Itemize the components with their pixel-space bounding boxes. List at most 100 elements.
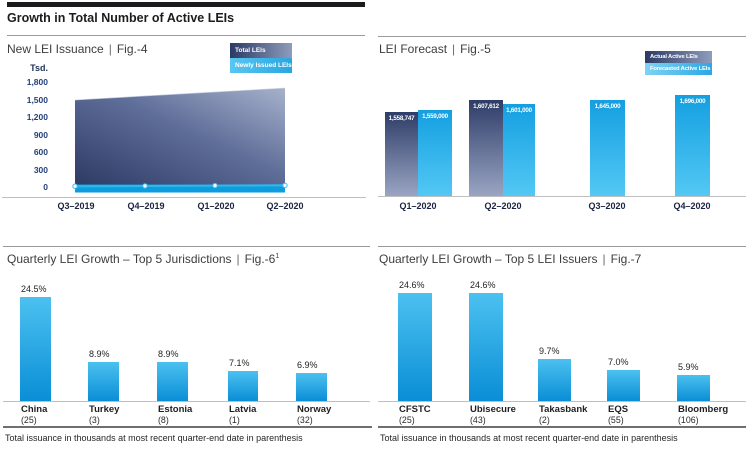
fig6-title-text: Quarterly LEI Growth – Top 5 Jurisdictio… [7,252,232,266]
fig5-bar-forecast-q1: 1,559,000 [418,110,452,196]
fig7-pct-label: 24.6% [399,280,425,290]
fig5-x-label: Q4–2020 [673,201,711,211]
fig6-category-label: Estonia [158,404,193,415]
bar-value-label: 1,558,747 [388,115,415,122]
fig7-x-axis-line [378,401,746,402]
fig7-category-label: EQS [608,404,629,415]
fig7-footnote: Total issuance in thousands at most rece… [380,433,678,443]
title-separator: | [452,42,456,56]
fig6-issuance-count: (32) [297,415,313,425]
fig5-x-axis-line [378,196,746,197]
fig4-title: New LEI Issuance | Fig.-4 [7,42,148,56]
fig4-area-chart [72,87,288,193]
fig4-legend-item-newly-issued: Newly Issued LEIs [230,58,292,73]
fig7-issuance-count: (106) [678,415,699,425]
fig7-fig-label: Fig.-7 [610,252,642,266]
fig7-category-label: Takasbank [539,404,588,415]
fig6-issuance-count: (1) [229,415,240,425]
fig7-title: Quarterly LEI Growth – Top 5 LEI Issuers… [379,252,641,266]
fig6-category-label: China [21,404,48,415]
title-separator: | [236,252,240,266]
fig6-issuance-count: (3) [89,415,100,425]
fig5-legend-item-forecast: Forecasted Active LEIs [645,63,712,75]
fig4-x-label: Q1–2020 [197,201,235,211]
fig4-ytick: 1,200 [26,112,48,122]
fig7-bar-eqs [607,370,640,401]
fig7-issuance-count: (55) [608,415,624,425]
fig6-x-axis-line [3,401,370,402]
fig6-bar-latvia [228,371,258,401]
section-divider [7,35,365,36]
fig5-title-text: LEI Forecast [379,42,448,56]
fig4-legend: Total LEIs Newly Issued LEIs [230,43,292,73]
data-point-marker [72,183,78,189]
fig5-legend-label-actual: Actual Active LEIs [650,54,698,60]
fig5-bar-forecast-q4: 1,696,000 [675,95,710,196]
section-divider [378,246,746,247]
data-point-marker [142,183,148,189]
fig7-bar-cfstc [398,293,432,401]
fig6-category-label: Norway [297,404,332,415]
fig4-title-text: New LEI Issuance [7,42,104,56]
data-point-marker [282,182,288,189]
fig4-ytick: 300 [33,164,48,175]
fig5-title: LEI Forecast | Fig.-5 [379,42,491,56]
fig6-pct-label: 6.9% [297,360,318,370]
fig6-pct-label: 7.1% [229,358,250,368]
fig4-ytick: 1,800 [26,77,48,87]
fig7-footnote-rule [378,426,746,428]
header-accent-bar [7,2,365,7]
fig5-legend-item-actual: Actual Active LEIs [645,51,712,63]
fig7-bar-bloomberg [677,375,710,401]
section-divider [3,246,370,247]
fig4-legend-label-newly: Newly Issued LEIs [235,62,292,69]
fig6-pct-label: 8.9% [158,349,179,359]
fig4-x-label: Q2–2020 [266,201,304,211]
fig7-category-label: Ubisecure [470,404,516,415]
area-top-edge [74,87,286,101]
fig4-fig-label: Fig.-4 [116,42,148,56]
fig6-footnote-rule [3,426,372,428]
fig7-pct-label: 5.9% [678,362,699,372]
fig7-pct-label: 9.7% [539,346,560,356]
fig6-bar-norway [296,373,327,401]
total-leis-area [75,88,285,186]
fig6-footnote: Total issuance in thousands at most rece… [5,433,303,443]
fig6-pct-label: 8.9% [89,349,110,359]
bar-value-label: 1,559,000 [422,113,448,120]
fig4-legend-label-total: Total LEIs [235,47,266,54]
fig6-category-label: Latvia [229,404,257,415]
fig5-bar-forecast-q3: 1,645,000 [590,100,625,196]
data-point-marker [212,182,218,189]
fig6-bar-turkey [88,362,119,401]
fig6-bar-estonia [157,362,188,401]
bar-value-label: 1,601,000 [506,107,532,114]
fig7-pct-label: 24.6% [470,280,496,290]
fig6-bar-china [20,297,51,401]
fig4-ytick: 900 [33,129,48,140]
fig7-issuance-count: (43) [470,415,486,425]
fig4-ytick: 600 [33,147,48,157]
fig7-title-text: Quarterly LEI Growth – Top 5 LEI Issuers [379,252,598,266]
fig4-x-axis-line [2,197,366,198]
fig6-footnote-marker: 1 [275,253,280,260]
fig6-category-label: Turkey [89,404,120,415]
bar-value-label: 1,696,000 [679,98,706,105]
fig7-bar-ubisecure [469,293,503,401]
title-separator: | [602,252,606,266]
fig7-pct-label: 7.0% [608,357,629,367]
bar-value-label: 1,645,000 [594,103,621,110]
fig5-bar-actual-q1: 1,558,747 [385,112,418,196]
section-divider [378,36,746,37]
fig6-issuance-count: (8) [158,415,169,425]
fig5-legend: Actual Active LEIs Forecasted Active LEI… [645,51,712,75]
fig5-fig-label: Fig.-5 [460,42,491,56]
fig6-pct-label: 24.5% [21,284,47,294]
fig4-x-label: Q3–2019 [57,201,95,211]
fig7-bar-takasbank [538,359,571,401]
fig4-ytick: 1,500 [26,94,48,105]
fig6-title: Quarterly LEI Growth – Top 5 Jurisdictio… [7,252,279,266]
fig7-category-label: CFSTC [399,404,431,415]
fig5-x-label: Q2–2020 [484,201,522,211]
